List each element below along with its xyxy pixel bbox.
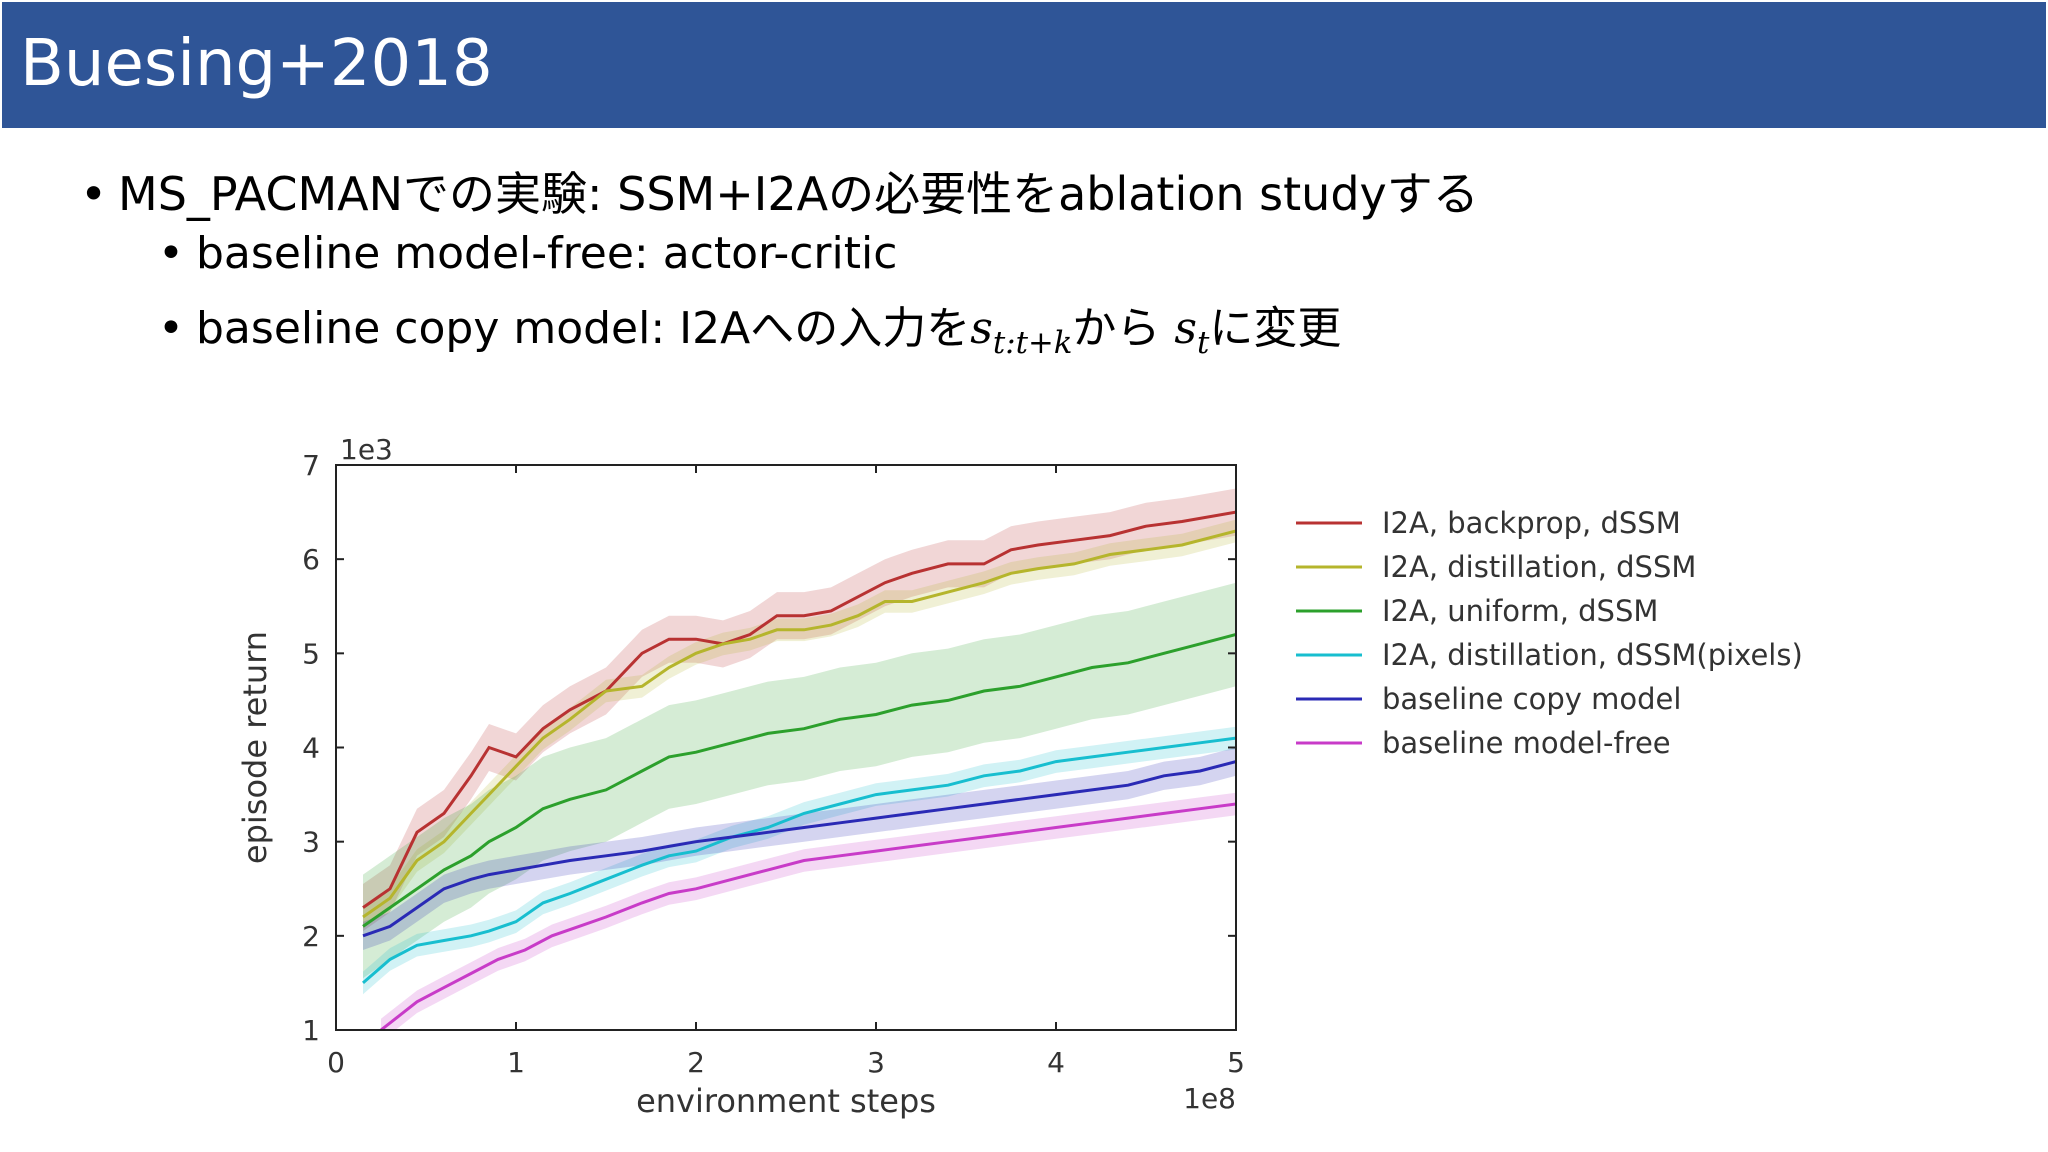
line-series-5 [380, 802, 1236, 1030]
line-series-2 [362, 633, 1236, 928]
title-bar: Buesing+2018 [2, 2, 2046, 128]
y-tick-label: 1 [302, 1014, 320, 1047]
x-multiplier: 1e8 [1183, 1082, 1236, 1115]
y-tick-label: 2 [302, 920, 320, 953]
slide-title: Buesing+2018 [20, 27, 493, 101]
line-series-4 [362, 760, 1236, 938]
x-tick-label: 1 [507, 1046, 525, 1079]
y-tick-label: 5 [302, 637, 320, 670]
band-series-1 [363, 519, 1236, 929]
bullet-item-2: • baseline model-free: actor-critic [158, 228, 897, 279]
bullet-dot: • [158, 228, 184, 279]
bullet-text-3-mid: から [1072, 303, 1175, 354]
legend: I2A, backprop, dSSM I2A, distillation, dS… [1296, 506, 1803, 760]
bullet-text-2: baseline model-free: actor-critic [196, 228, 898, 279]
confidence-bands [363, 488, 1236, 1030]
legend-entry-3: I2A, distillation, dSSM(pixels) [1382, 638, 1803, 672]
y-axis-label: episode return [236, 631, 274, 864]
math-s-t-t-k: st:t+k [970, 303, 1073, 361]
bullet-item-1: • MS_PACMANでの実験: SSM+I2Aの必要性をablation stu… [80, 158, 1479, 224]
line-series-3 [362, 736, 1236, 985]
bullet-dot: • [158, 303, 184, 354]
legend-entry-2: I2A, uniform, dSSM [1382, 594, 1658, 628]
x-tick-label: 0 [327, 1046, 345, 1079]
x-axis-label: environment steps [636, 1082, 936, 1120]
legend-entry-1: I2A, distillation, dSSM [1382, 550, 1696, 584]
band-series-3 [363, 726, 1236, 995]
line-series-1 [362, 529, 1236, 919]
y-tick-label: 6 [302, 543, 320, 576]
legend-entry-0: I2A, backprop, dSSM [1382, 506, 1681, 540]
series-lines [362, 510, 1236, 1030]
line-series-0 [362, 510, 1236, 909]
y-multiplier: 1e3 [340, 433, 393, 466]
bullet-item-3: • baseline copy model: I2Aへの入力をst:t+kから s… [158, 292, 1341, 361]
x-tick-label: 3 [867, 1046, 885, 1079]
legend-entry-5: baseline model-free [1382, 726, 1671, 760]
math-s-t: st [1174, 303, 1210, 361]
bullet-text-1: MS_PACMANでの実験: SSM+I2Aの必要性をablation stud… [118, 167, 1479, 221]
y-tick-label: 4 [302, 732, 320, 765]
bullet-text-3-pre: baseline copy model: I2Aへの入力を [196, 303, 971, 354]
x-tick-label: 2 [687, 1046, 705, 1079]
legend-entry-4: baseline copy model [1382, 682, 1681, 716]
bullet-text-3-post: に変更 [1209, 303, 1342, 354]
x-tick-label: 5 [1227, 1046, 1245, 1079]
y-tick-label: 3 [302, 826, 320, 859]
band-series-0 [363, 488, 1236, 932]
band-series-2 [363, 582, 1236, 979]
bullet-dot: • [80, 167, 108, 221]
x-tick-label: 4 [1047, 1046, 1065, 1079]
y-tick-label: 7 [302, 449, 320, 482]
